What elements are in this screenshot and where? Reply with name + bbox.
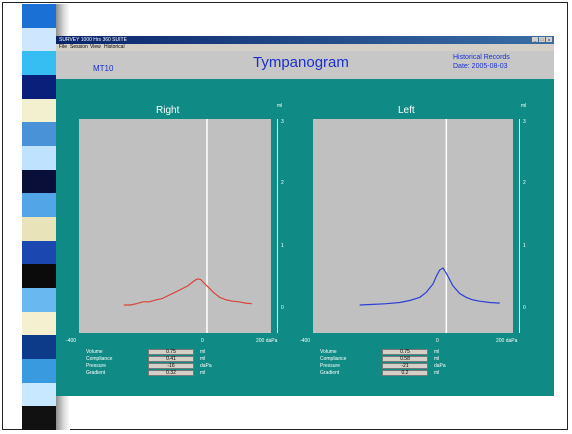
right-y-tick: 3 (281, 119, 284, 125)
right-ear-panel: Right ml 3 2 1 0 -400 0 200 daPa Volume … (56, 93, 296, 393)
decorative-stripe (22, 98, 58, 123)
patient-id: MT10 (93, 64, 114, 73)
decorative-stripe (22, 75, 58, 99)
left-panel-title: Left (398, 105, 415, 116)
window-title: SURVEY 1000 Hrs 360 SUITE (59, 37, 127, 43)
left-tympanogram-svg (359, 119, 500, 333)
right-unit-label: ml (277, 103, 283, 109)
left-volume-unit: ml (434, 349, 440, 355)
right-y-tick: 1 (281, 243, 284, 249)
decorative-stripe (22, 335, 58, 360)
right-y-tick: 2 (281, 180, 284, 186)
header-band: MT10 Tympanogram Historical Records Date… (56, 51, 554, 79)
right-y-axis (277, 119, 278, 333)
window-controls: _ □ x (532, 37, 552, 42)
left-x-tick: 200 daPa (496, 338, 518, 344)
decorative-stripe (22, 27, 58, 52)
left-compliance-unit: ml (434, 356, 440, 362)
left-compliance-value: 0.58 (382, 356, 428, 362)
decorative-stripe-bar (22, 4, 58, 431)
decorative-stripe (22, 240, 58, 265)
decorative-stripe (22, 146, 58, 170)
left-volume-label: Volume (320, 349, 337, 355)
right-y-tick: 0 (281, 305, 284, 311)
decorative-stripe (22, 4, 58, 28)
left-volume-value: 0.75 (382, 349, 428, 355)
decorative-stripe (22, 359, 58, 383)
historical-records-label: Historical Records (453, 54, 510, 61)
left-y-tick: 0 (523, 305, 526, 311)
tympanogram-curve-right (123, 278, 252, 306)
decorative-stripe (22, 406, 58, 431)
maximize-button[interactable]: □ (539, 37, 545, 42)
right-tympanogram-svg (123, 119, 252, 333)
left-gradient-unit: ml (434, 370, 440, 376)
left-tympanogram-plot (313, 119, 513, 333)
left-pressure-unit: daPa (434, 363, 446, 369)
left-x-tick: -400 (300, 338, 311, 344)
left-x-tick: 0 (436, 338, 439, 344)
right-gradient-value: 0.32 (148, 370, 194, 376)
decorative-stripe (22, 51, 58, 76)
right-compliance-value: 0.41 (148, 356, 194, 362)
minimize-button[interactable]: _ (532, 37, 538, 42)
right-pressure-unit: daPa (200, 363, 212, 369)
decorative-stripe (22, 264, 58, 289)
menu-bar: File Session View Historical (56, 44, 554, 51)
left-y-tick: 1 (523, 243, 526, 249)
decorative-stripe (22, 122, 58, 147)
app-window: SURVEY 1000 Hrs 360 SUITE _ □ x File Ses… (56, 36, 554, 396)
right-compliance-unit: ml (200, 356, 206, 362)
right-x-tick: 200 daPa (256, 338, 278, 344)
right-panel-title: Right (156, 105, 180, 116)
decorative-stripe (22, 217, 58, 241)
left-gradient-label: Gradient (320, 370, 340, 376)
menu-file[interactable]: File (59, 44, 68, 50)
decorative-stripe (22, 311, 58, 336)
menu-view[interactable]: View (90, 44, 101, 50)
right-volume-unit: ml (200, 349, 206, 355)
left-unit-label: ml (521, 103, 527, 109)
right-x-tick: -400 (66, 338, 77, 344)
right-gradient-unit: ml (200, 370, 206, 376)
page-title: Tympanogram (253, 54, 349, 71)
right-gradient-label: Gradient (86, 370, 106, 376)
left-y-axis (519, 119, 520, 333)
decorative-stripe (22, 288, 58, 312)
menu-historical[interactable]: Historical (104, 44, 125, 50)
left-ear-panel: Left ml 3 2 1 0 -400 0 200 daPa Volume 0… (300, 93, 540, 393)
left-y-tick: 3 (523, 119, 526, 125)
record-date: Date: 2005-08-03 (453, 63, 508, 70)
decorative-stripe (22, 193, 58, 218)
left-compliance-label: Compliance (320, 356, 347, 362)
right-x-tick: 0 (201, 338, 204, 344)
menu-session[interactable]: Session (70, 44, 88, 50)
left-y-tick: 2 (523, 180, 526, 186)
right-compliance-label: Compliance (86, 356, 113, 362)
right-tympanogram-plot (79, 119, 271, 333)
left-gradient-value: 0.2 (382, 370, 428, 376)
tympanogram-curve-left (359, 267, 500, 306)
right-volume-label: Volume (86, 349, 103, 355)
decorative-stripe (22, 382, 58, 407)
title-bar: SURVEY 1000 Hrs 360 SUITE _ □ x (56, 36, 554, 44)
right-volume-value: 0.75 (148, 349, 194, 355)
decorative-stripe (22, 169, 58, 194)
close-button[interactable]: x (546, 37, 552, 42)
left-pressure-label: Pressure (320, 363, 341, 369)
right-pressure-label: Pressure (86, 363, 107, 369)
left-pressure-value: -21 (382, 363, 428, 369)
right-pressure-value: -16 (148, 363, 194, 369)
